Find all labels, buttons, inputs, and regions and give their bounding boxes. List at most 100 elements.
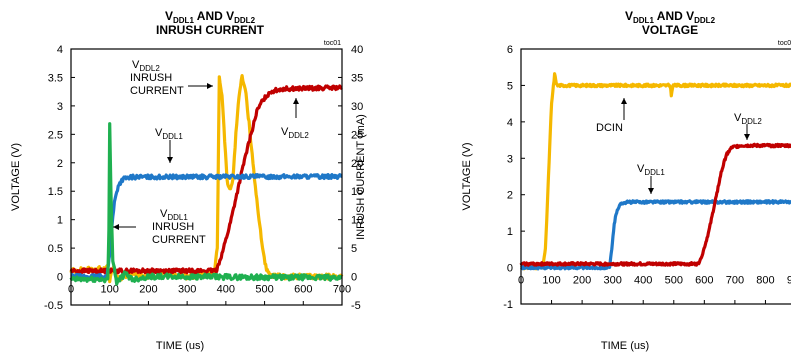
chart1-annotation-label-part-1: DDL1 [162, 132, 183, 141]
chart1-ytick-label: 4 [57, 44, 63, 56]
chart1-ytick-label: 3.5 [48, 72, 63, 84]
chart2-title-line2: VOLTAGE [642, 23, 698, 37]
chart1-ytick-label: 0 [57, 272, 63, 284]
chart2-annotation-arrowhead [621, 98, 627, 104]
chart2-title-part-0: V [625, 9, 633, 23]
chart1-y2tick-label: 0 [351, 272, 357, 284]
chart2-title-part-1: DDL1 [633, 16, 654, 25]
chart2-xtick-label: 200 [573, 275, 591, 287]
chart1-ylabel: VOLTAGE (V) [10, 143, 22, 211]
chart1-y2tick-label: -5 [351, 300, 361, 312]
chart1-ytick-label: 2 [57, 158, 63, 170]
chart1-ytick-label: -0.5 [44, 300, 63, 312]
chart2-ylabel: VOLTAGE (V) [461, 142, 473, 210]
chart1-annotation-label-part-1: DDL2 [139, 64, 160, 73]
chart1-y2label: INRUSH CURRENT (mA) [355, 114, 367, 240]
chart2-ytick-label: 4 [507, 117, 513, 129]
chart1-annotation-label-part-1: DDL2 [288, 131, 309, 140]
chart2-annotation-arrowhead [744, 134, 750, 140]
chart1-annotation-label-part-0: V [281, 126, 289, 138]
chart2-series-vddl2 [519, 142, 791, 267]
chart1-annotation-label: VDDL2 [132, 59, 160, 73]
chart1-y2tick-label: 10 [351, 215, 363, 227]
chart2-annotation-label-part-1: DDL1 [644, 168, 665, 177]
chart2-xtick-label: 800 [756, 275, 774, 287]
chart2-series-vddl1 [520, 199, 791, 271]
chart2-annotation-label-part-0: V [637, 163, 645, 175]
chart1-y2tick-label: 5 [351, 243, 357, 255]
chart1-xtick-label: 100 [101, 284, 119, 296]
chart1-annotation-label: VDDL2 [281, 126, 309, 140]
chart1-title-part-3: DDL2 [234, 16, 255, 25]
chart2-ytick-label: 0 [507, 263, 513, 275]
chart2-annotation-label-part-1: DDL2 [741, 117, 762, 126]
chart2-xtick-label: 400 [634, 275, 652, 287]
chart1-xtick-label: 300 [178, 284, 196, 296]
chart1-annotation: VDDL1 [155, 127, 183, 163]
chart1-annotation-label-part-0: V [132, 59, 140, 71]
chart1-plot-frame [70, 48, 343, 306]
chart1-title-line2: INRUSH CURRENT [156, 23, 265, 37]
chart1-y2tick-label: 30 [351, 101, 363, 113]
chart1-annotation-arrowhead [113, 224, 119, 230]
chart2-xtick-label: 600 [695, 275, 713, 287]
chart2-xtick-label: 100 [542, 275, 560, 287]
chart1-ytick-label: 3 [57, 101, 63, 113]
chart2-annotation: VDDL2 [734, 112, 762, 140]
chart2-plot-frame [520, 48, 791, 305]
chart2-annotation-arrowhead [648, 188, 654, 194]
chart1-xlabel: TIME (us) [156, 340, 204, 352]
chart1-series-vddl1-voltage [70, 173, 343, 281]
chart2-ytick-label: 5 [507, 80, 513, 92]
chart1-ytick-label: 1.5 [48, 186, 63, 198]
chart2-title-part-3: DDL2 [694, 16, 715, 25]
chart1-series-vddl1-current [69, 122, 343, 286]
chart1-annotation-label: VDDL1 [155, 127, 183, 141]
chart1-annotation-arrowhead [207, 83, 213, 89]
chart1-annotation-label-part-0: V [160, 208, 168, 220]
chart1-y2tick-label: 15 [351, 186, 363, 198]
chart1-ytick-label: 1 [57, 215, 63, 227]
chart2-xtick-label: 500 [665, 275, 683, 287]
chart1-annotation-label: VDDL1 [160, 208, 188, 222]
chart1-annotation-line: CURRENT [152, 234, 206, 246]
chart1-title-part-1: DDL1 [173, 16, 194, 25]
chart1-y2tick-label: 35 [351, 72, 363, 84]
chart2-annotation-label: DCIN [596, 122, 623, 134]
chart1-y2tick-label: 20 [351, 158, 363, 170]
chart2-xtick-label: 900 [787, 275, 791, 287]
chart2-ytick-label: 2 [507, 190, 513, 202]
chart1-xtick-label: 500 [255, 284, 273, 296]
chart1-y2tick-label: 25 [351, 129, 363, 141]
chart1-annotation: VDDL2 [281, 98, 309, 140]
chart-2-svg: VDDL1 AND VDDL2VOLTAGEtoc02-101234560100… [461, 9, 791, 352]
chart2-annotation-label: VDDL2 [734, 112, 762, 126]
chart2-xtick-label: 700 [726, 275, 744, 287]
chart2-ytick-label: 3 [507, 153, 513, 165]
chart2-ytick-label: -1 [503, 299, 513, 311]
chart1-xtick-label: 400 [217, 284, 235, 296]
chart1-annotation-arrowhead [293, 98, 299, 104]
chart1-annotation-label-part-0: V [155, 127, 163, 139]
chart1-annotation-line: INRUSH [130, 72, 172, 84]
chart2-ytick-label: 6 [507, 44, 513, 56]
chart2-toc-label: toc02 [778, 40, 791, 47]
chart2-ytick-label: 1 [507, 226, 513, 238]
chart2-annotation-label-part-0: V [734, 112, 742, 124]
chart1-annotation-label-part-1: DDL1 [167, 213, 188, 222]
chart1-ytick-label: 0.5 [48, 243, 63, 255]
chart2-series-dcin [520, 72, 791, 271]
chart-vddl-voltage: VDDL1 AND VDDL2VOLTAGEtoc02-101234560100… [440, 0, 791, 356]
chart2-xtick-label: 300 [603, 275, 621, 287]
chart-vddl-inrush-current: VDDL1 AND VDDL2 INRUSH CURRENT toc01 -0.5 0 0… [0, 0, 370, 356]
chart1-title-part-2: AND V [194, 9, 234, 23]
chart2-xlabel: TIME (us) [601, 340, 649, 352]
chart1-annotation-line: INRUSH [152, 221, 194, 233]
chart1-toc-label: toc01 [324, 40, 341, 47]
chart1-annotation-arrowhead [167, 157, 173, 163]
chart2-annotation: VDDL1 [637, 163, 665, 194]
chart2-title: VDDL1 AND VDDL2 [625, 9, 716, 25]
